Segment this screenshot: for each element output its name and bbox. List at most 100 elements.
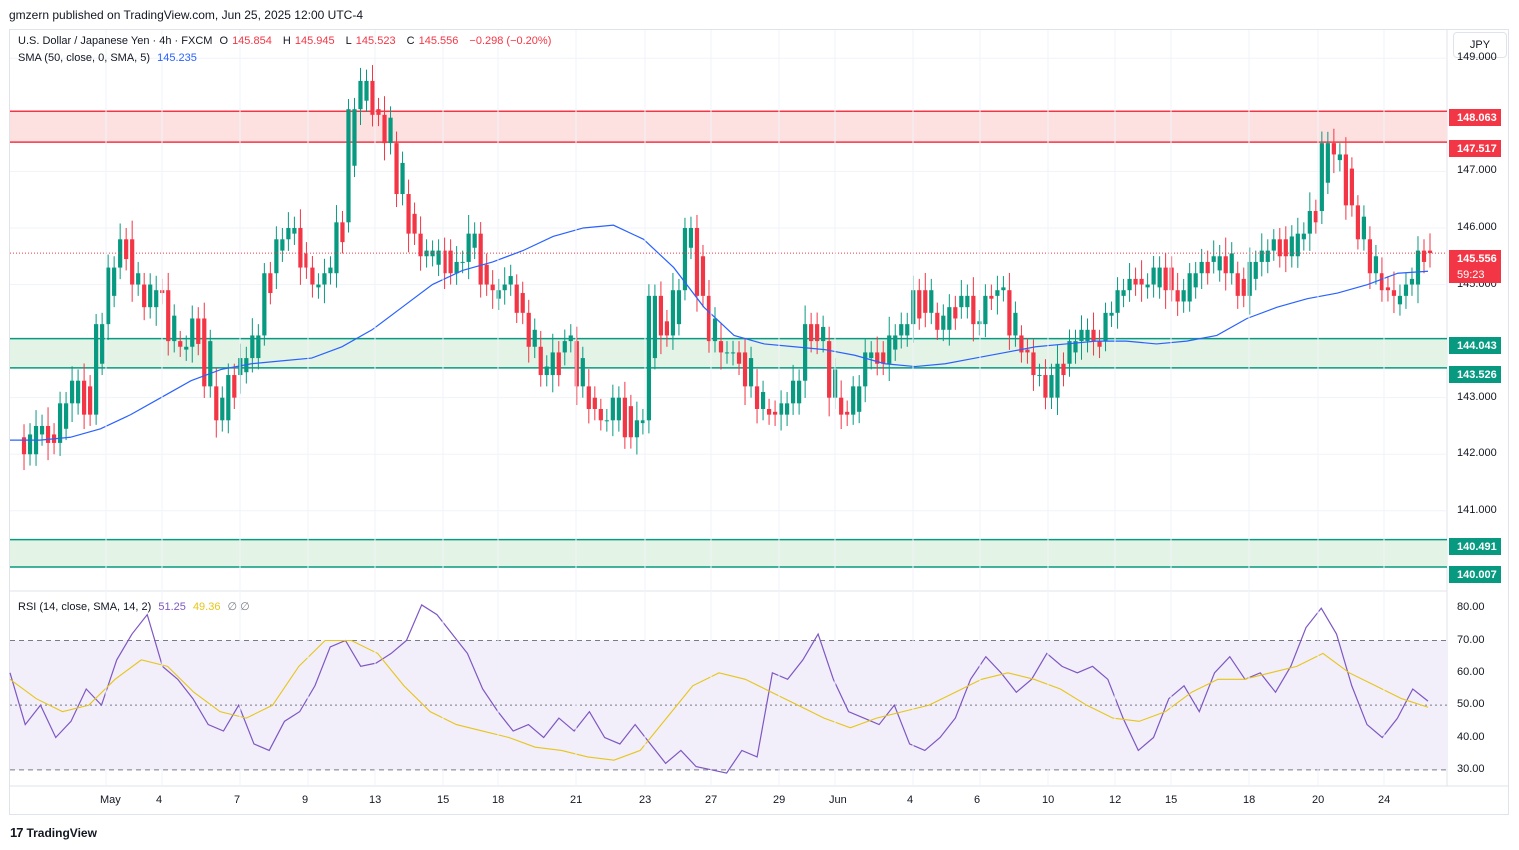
- chart-frame: [9, 29, 1509, 815]
- candle: [1127, 278, 1132, 291]
- candle: [490, 284, 495, 291]
- support-top-tag: 144.043: [1449, 337, 1501, 354]
- symbol-name[interactable]: U.S. Dollar / Japanese Yen · 4h · FXCM: [18, 35, 213, 47]
- candle: [790, 380, 796, 404]
- candle: [1193, 273, 1198, 288]
- candle: [1355, 205, 1361, 240]
- candle: [1097, 341, 1102, 347]
- low-label: L: [345, 35, 352, 47]
- candle: [376, 109, 381, 115]
- support-bottom-tag: 143.526: [1449, 366, 1501, 383]
- time-axis-label: 15: [1165, 794, 1178, 806]
- candle: [424, 250, 429, 257]
- candle: [130, 239, 135, 285]
- price-axis-label: 149.000: [1457, 51, 1497, 64]
- candle: [646, 295, 652, 421]
- candle: [1421, 250, 1427, 262]
- candle: [502, 284, 507, 291]
- candle: [1037, 375, 1042, 377]
- candle: [21, 437, 27, 455]
- candle: [803, 324, 808, 381]
- candle: [1007, 290, 1012, 336]
- candle: [809, 324, 814, 342]
- candle: [334, 222, 339, 274]
- candle: [100, 324, 105, 364]
- candle: [1427, 250, 1433, 254]
- candle: [875, 352, 880, 364]
- candle: [754, 386, 760, 409]
- symbol-legend[interactable]: U.S. Dollar / Japanese Yen · 4h · FXCM O…: [18, 35, 555, 47]
- rsi-label[interactable]: RSI (14, close, SMA, 14, 2): [18, 601, 152, 613]
- candle: [172, 315, 177, 342]
- candle: [1307, 211, 1312, 234]
- sma-label[interactable]: SMA (50, close, 0, SMA, 5): [18, 52, 151, 64]
- candle: [280, 239, 285, 251]
- candle: [520, 293, 525, 313]
- candle: [190, 318, 195, 347]
- support-zone: [10, 539, 1447, 567]
- high-value: 145.945: [294, 35, 335, 47]
- candle: [664, 321, 670, 336]
- candle: [1415, 250, 1421, 285]
- last-price-tag: 145.556: [1449, 250, 1501, 267]
- candle: [208, 341, 213, 387]
- candle: [1379, 273, 1385, 291]
- candle: [622, 397, 627, 438]
- candle: [953, 307, 958, 319]
- candle: [1025, 349, 1030, 353]
- time-axis-label: 10: [1042, 794, 1055, 806]
- candle: [1391, 290, 1397, 296]
- candle: [604, 420, 609, 422]
- candle: [616, 397, 621, 421]
- sma-legend[interactable]: SMA (50, close, 0, SMA, 5) 145.235: [18, 52, 201, 64]
- rsi-axis-label: 30.00: [1457, 762, 1485, 775]
- candle: [364, 80, 369, 101]
- candle: [935, 312, 940, 330]
- time-axis-label: 7: [234, 794, 241, 806]
- time-axis-label: 23: [639, 794, 652, 806]
- candle: [27, 434, 33, 455]
- candle: [827, 341, 832, 398]
- candle: [286, 227, 291, 240]
- candle: [1121, 290, 1126, 296]
- candle: [69, 380, 75, 404]
- candle: [148, 284, 153, 308]
- candle: [670, 290, 676, 336]
- candle: [1079, 329, 1084, 342]
- rsi-legend[interactable]: RSI (14, close, SMA, 14, 2) 51.25 49.36 …: [18, 600, 254, 613]
- candle: [1409, 278, 1415, 285]
- candle: [965, 295, 970, 308]
- candle: [863, 352, 868, 387]
- candle: [989, 295, 994, 299]
- candle: [971, 295, 976, 325]
- price-axis-label: 141.000: [1457, 503, 1497, 516]
- candle: [1241, 278, 1246, 296]
- candle: [851, 386, 856, 415]
- candle: [983, 295, 988, 325]
- candle: [562, 341, 567, 353]
- candle: [1289, 236, 1294, 257]
- candle: [556, 352, 561, 376]
- candle: [652, 295, 658, 359]
- candle: [1055, 363, 1060, 398]
- candle: [700, 256, 706, 296]
- candle: [118, 239, 123, 268]
- candle: [640, 420, 645, 424]
- time-axis-label: May: [100, 794, 121, 806]
- candle: [1217, 256, 1222, 271]
- candle: [634, 420, 639, 438]
- candle: [1337, 154, 1342, 161]
- candle: [706, 295, 712, 342]
- candle: [57, 403, 63, 443]
- tradingview-brand[interactable]: 17 TradingView: [10, 825, 97, 840]
- support2-top-tag: 140.491: [1449, 538, 1501, 555]
- currency-button[interactable]: JPY: [1453, 32, 1507, 58]
- candle: [94, 324, 99, 415]
- close-label: C: [406, 35, 415, 47]
- candle: [821, 326, 826, 342]
- rsi-sma-value: 49.36: [192, 601, 221, 613]
- candle: [1169, 267, 1174, 291]
- candle: [1103, 312, 1108, 342]
- rsi-line: [9, 604, 1429, 774]
